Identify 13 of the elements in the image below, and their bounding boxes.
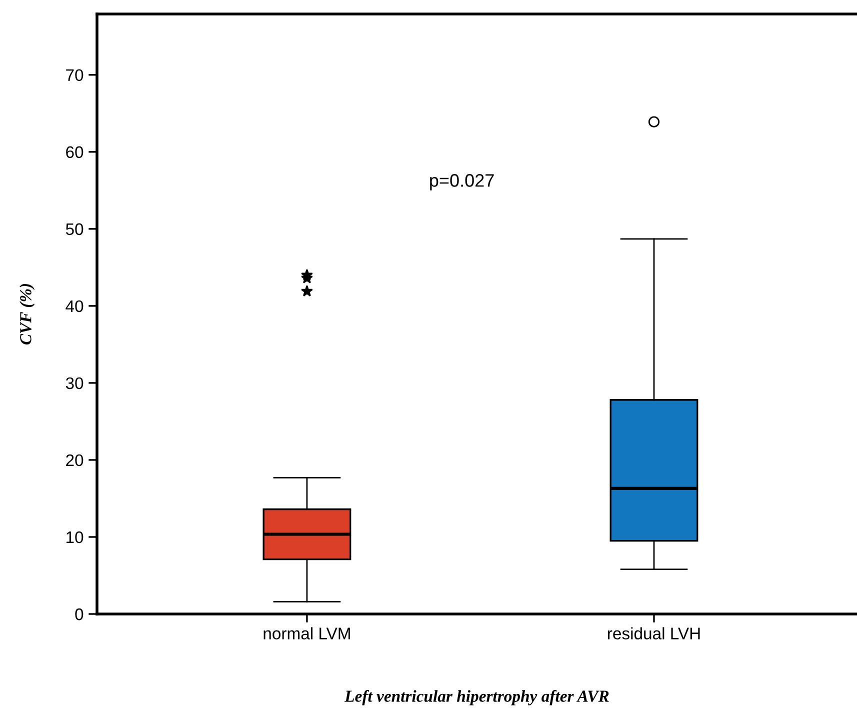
- x-axis-title: Left ventricular hipertrophy after AVR: [344, 690, 609, 706]
- y-tick-label: 30: [66, 377, 84, 390]
- x-tick-label: residual LVH: [608, 627, 700, 640]
- y-axis-title: CVF (%): [20, 284, 35, 345]
- y-tick-label: 0: [75, 608, 84, 620]
- y-tick-label: 10: [66, 531, 84, 544]
- y-tick-label: 20: [66, 454, 84, 466]
- y-tick-label: 60: [66, 146, 84, 158]
- y-tick-label: 50: [66, 223, 84, 236]
- y-tick-label: 70: [66, 69, 84, 82]
- y-tick-label: 40: [66, 300, 84, 312]
- annotation: p=0.027: [430, 174, 494, 190]
- x-tick-label: normal LVM: [264, 627, 350, 640]
